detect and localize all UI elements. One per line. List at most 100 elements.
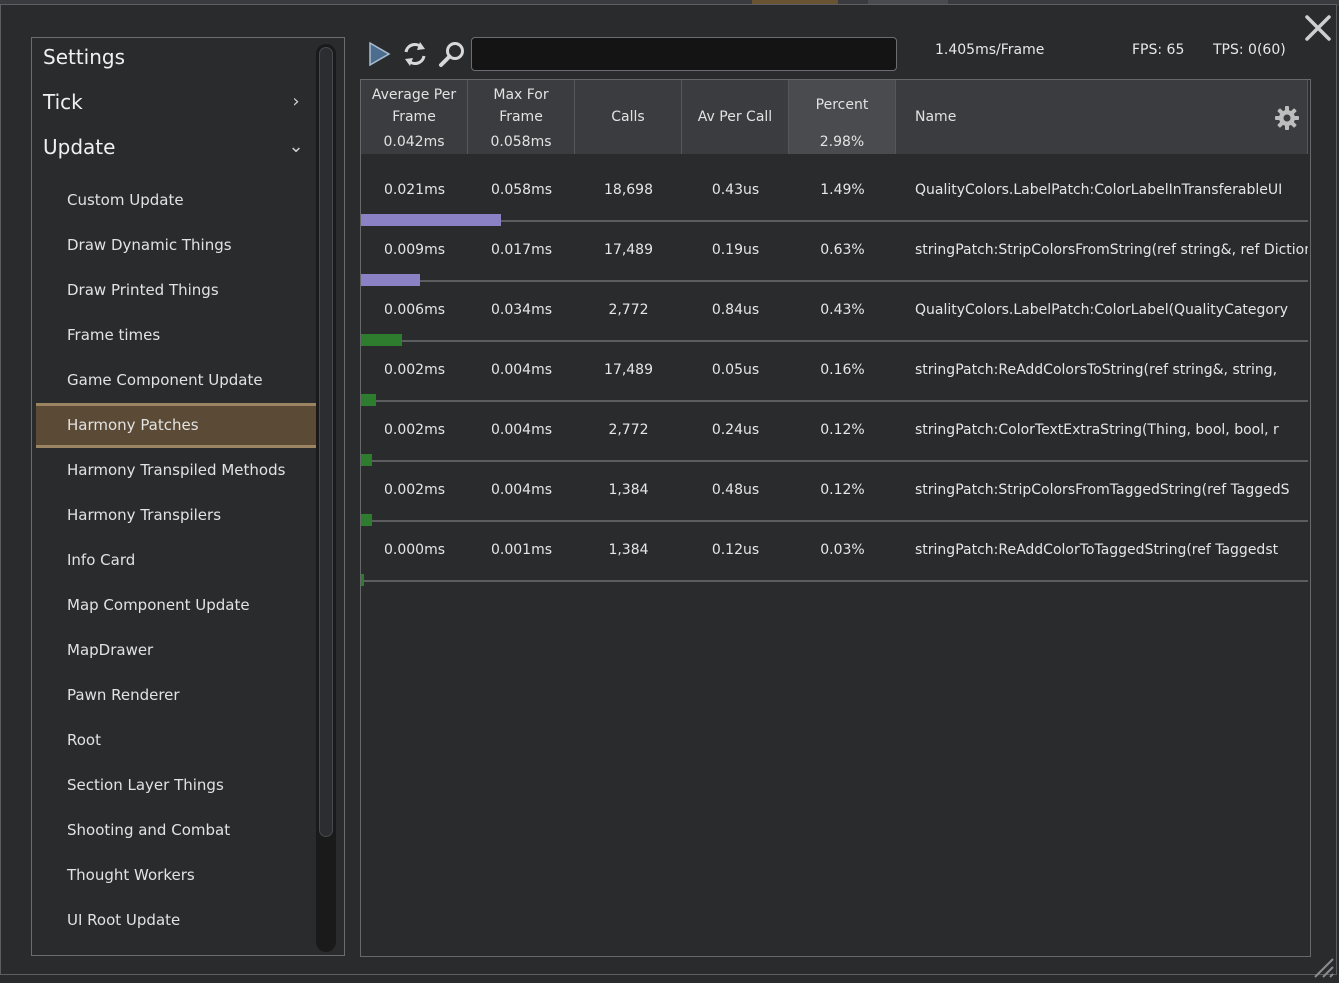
avg-per-frame-cell: 0.000ms [383, 542, 445, 558]
table-row[interactable]: 0.006ms 0.034ms 2,772 0.84us 0.43% QualityCol… [361, 282, 1308, 346]
share-bar [361, 574, 364, 586]
sidebar-item[interactable]: Custom Update [67, 191, 184, 209]
method-name-cell: QualityColors.LabelPatch:ColorLabel(Qual… [915, 302, 1289, 318]
column-header-total: 0.058ms [490, 134, 552, 150]
max-for-frame-cell: 0.001ms [490, 542, 552, 558]
sidebar-item[interactable]: MapDrawer [67, 641, 154, 659]
table-row[interactable]: 0.002ms 0.004ms 2,772 0.24us 0.12% stringPatc… [361, 402, 1308, 466]
sidebar-item[interactable]: Draw Printed Things [67, 281, 219, 299]
method-name-cell: stringPatch:ColorTextExtraString(Thing, … [915, 422, 1279, 438]
max-for-frame-cell: 0.004ms [490, 362, 552, 378]
avg-per-frame-cell: 0.006ms [383, 302, 445, 318]
column-header-total: 2.98% [819, 134, 865, 150]
gear-icon[interactable] [1273, 104, 1301, 132]
share-bar [361, 214, 501, 226]
sidebar-item[interactable]: Root [67, 731, 101, 749]
close-icon[interactable] [1301, 11, 1335, 45]
column-header-total: 0.042ms [383, 134, 445, 150]
sidebar-item[interactable]: UI Root Update [67, 911, 181, 929]
resize-handle-icon[interactable] [1307, 951, 1335, 979]
avg-per-frame-cell: 0.021ms [383, 182, 445, 198]
play-icon[interactable] [366, 39, 392, 69]
profiler-window: Settings Tick › Update ⌄ Custom Update Draw D… [0, 4, 1337, 978]
share-bar [361, 454, 372, 466]
av-per-call-cell: 0.43us [711, 182, 760, 198]
fps-readout: FPS: 65 [1132, 42, 1185, 58]
max-for-frame-cell: 0.004ms [490, 482, 552, 498]
calls-cell: 2,772 [608, 422, 649, 438]
table-row[interactable]: 0.002ms 0.004ms 17,489 0.05us 0.16% stringPat… [361, 342, 1308, 406]
sidebar-item[interactable]: Pawn Renderer [67, 686, 180, 704]
sidebar-item[interactable]: Frame times [67, 326, 161, 344]
method-name-cell: stringPatch:StripColorsFromString(ref st… [915, 242, 1308, 258]
column-header-title: Percent [815, 97, 869, 113]
sidebar-item[interactable]: Harmony Patches [36, 403, 316, 448]
method-name-cell: stringPatch:ReAddColorToTaggedString(ref… [915, 542, 1279, 558]
max-for-frame-cell: 0.017ms [490, 242, 552, 258]
sidebar-item[interactable]: Harmony Transpiled Methods [67, 461, 286, 479]
method-name-cell: stringPatch:StripColorsFromTaggedString(… [915, 482, 1290, 498]
calls-cell: 17,489 [604, 362, 653, 378]
background-game-element [752, 0, 838, 6]
sidebar-item[interactable]: Harmony Transpilers [67, 506, 222, 524]
sidebar-scrollbar-thumb[interactable] [319, 47, 333, 837]
av-per-call-cell: 0.05us [711, 362, 760, 378]
sidebar-header-tick[interactable]: Tick › [43, 87, 303, 117]
method-name-cell: stringPatch:ReAddColorsToString(ref stri… [915, 362, 1278, 378]
column-header-title: Name [915, 109, 957, 125]
chevron-down-icon[interactable]: ⌄ [288, 136, 304, 157]
sidebar-header-settings[interactable]: Settings [43, 42, 303, 72]
share-bar [361, 514, 372, 526]
avg-per-frame-cell: 0.002ms [383, 482, 445, 498]
col-av-per-call-header[interactable]: Av Per Call [682, 80, 789, 154]
col-average-per-frame-header[interactable]: Average Per Frame 0.042ms [361, 80, 468, 154]
share-bar [361, 394, 376, 406]
background-game-element [868, 0, 948, 6]
table-row[interactable]: 0.000ms 0.001ms 1,384 0.12us 0.03% stringPatc… [361, 522, 1308, 586]
col-percent-header[interactable]: Percent 2.98% [789, 80, 896, 154]
tps-readout: TPS: 0(60) [1213, 42, 1286, 58]
sidebar-header-update[interactable]: Update ⌄ [43, 132, 304, 162]
av-per-call-cell: 0.84us [711, 302, 760, 318]
sidebar-item[interactable]: Section Layer Things [67, 776, 224, 794]
av-per-call-cell: 0.24us [711, 422, 760, 438]
calls-cell: 17,489 [604, 242, 653, 258]
search-input[interactable] [471, 37, 897, 71]
col-calls-header[interactable]: Calls [575, 80, 682, 154]
column-header-title: Av Per Call [697, 109, 773, 125]
background-game-strip [0, 0, 1339, 6]
calls-cell: 2,772 [608, 302, 649, 318]
sidebar-header-label: Tick [43, 90, 83, 114]
sidebar-scrollbar[interactable] [316, 44, 336, 952]
col-name-header[interactable]: Name [896, 80, 1308, 154]
profiler-table: Average Per Frame 0.042ms Max For Frame 0.0… [360, 79, 1311, 957]
sidebar-item[interactable]: Shooting and Combat [67, 821, 231, 839]
av-per-call-cell: 0.12us [711, 542, 760, 558]
sidebar-header-label: Update [43, 135, 116, 159]
calls-cell: 18,698 [604, 182, 653, 198]
percent-cell: 1.49% [820, 182, 865, 198]
column-header-title: Average Per Frame [371, 87, 457, 125]
percent-cell: 0.43% [820, 302, 865, 318]
calls-cell: 1,384 [608, 482, 649, 498]
column-header-title: Max For Frame [493, 87, 549, 125]
search-icon[interactable] [438, 39, 464, 69]
sidebar-item[interactable]: Thought Workers [67, 866, 195, 884]
av-per-call-cell: 0.48us [711, 482, 760, 498]
table-row[interactable]: 0.002ms 0.004ms 1,384 0.48us 0.12% stringPatc… [361, 462, 1308, 526]
avg-per-frame-cell: 0.002ms [383, 422, 445, 438]
table-row[interactable]: 0.009ms 0.017ms 17,489 0.19us 0.63% stringPat… [361, 222, 1308, 286]
sidebar-item[interactable]: Info Card [67, 551, 136, 569]
chevron-right-icon[interactable]: › [292, 91, 300, 112]
sidebar-item[interactable]: Game Component Update [67, 371, 263, 389]
percent-cell: 0.12% [820, 482, 865, 498]
category-sidebar: Settings Tick › Update ⌄ Custom Update Draw D… [31, 37, 345, 956]
percent-cell: 0.03% [820, 542, 865, 558]
sidebar-item[interactable]: Draw Dynamic Things [67, 236, 232, 254]
column-header-title: Calls [611, 109, 645, 125]
col-max-for-frame-header[interactable]: Max For Frame 0.058ms [468, 80, 575, 154]
avg-per-frame-cell: 0.009ms [383, 242, 445, 258]
refresh-icon[interactable] [401, 39, 427, 69]
table-row[interactable]: 0.021ms 0.058ms 18,698 0.43us 1.49% QualityCo… [361, 162, 1308, 226]
sidebar-item[interactable]: Map Component Update [67, 596, 250, 614]
